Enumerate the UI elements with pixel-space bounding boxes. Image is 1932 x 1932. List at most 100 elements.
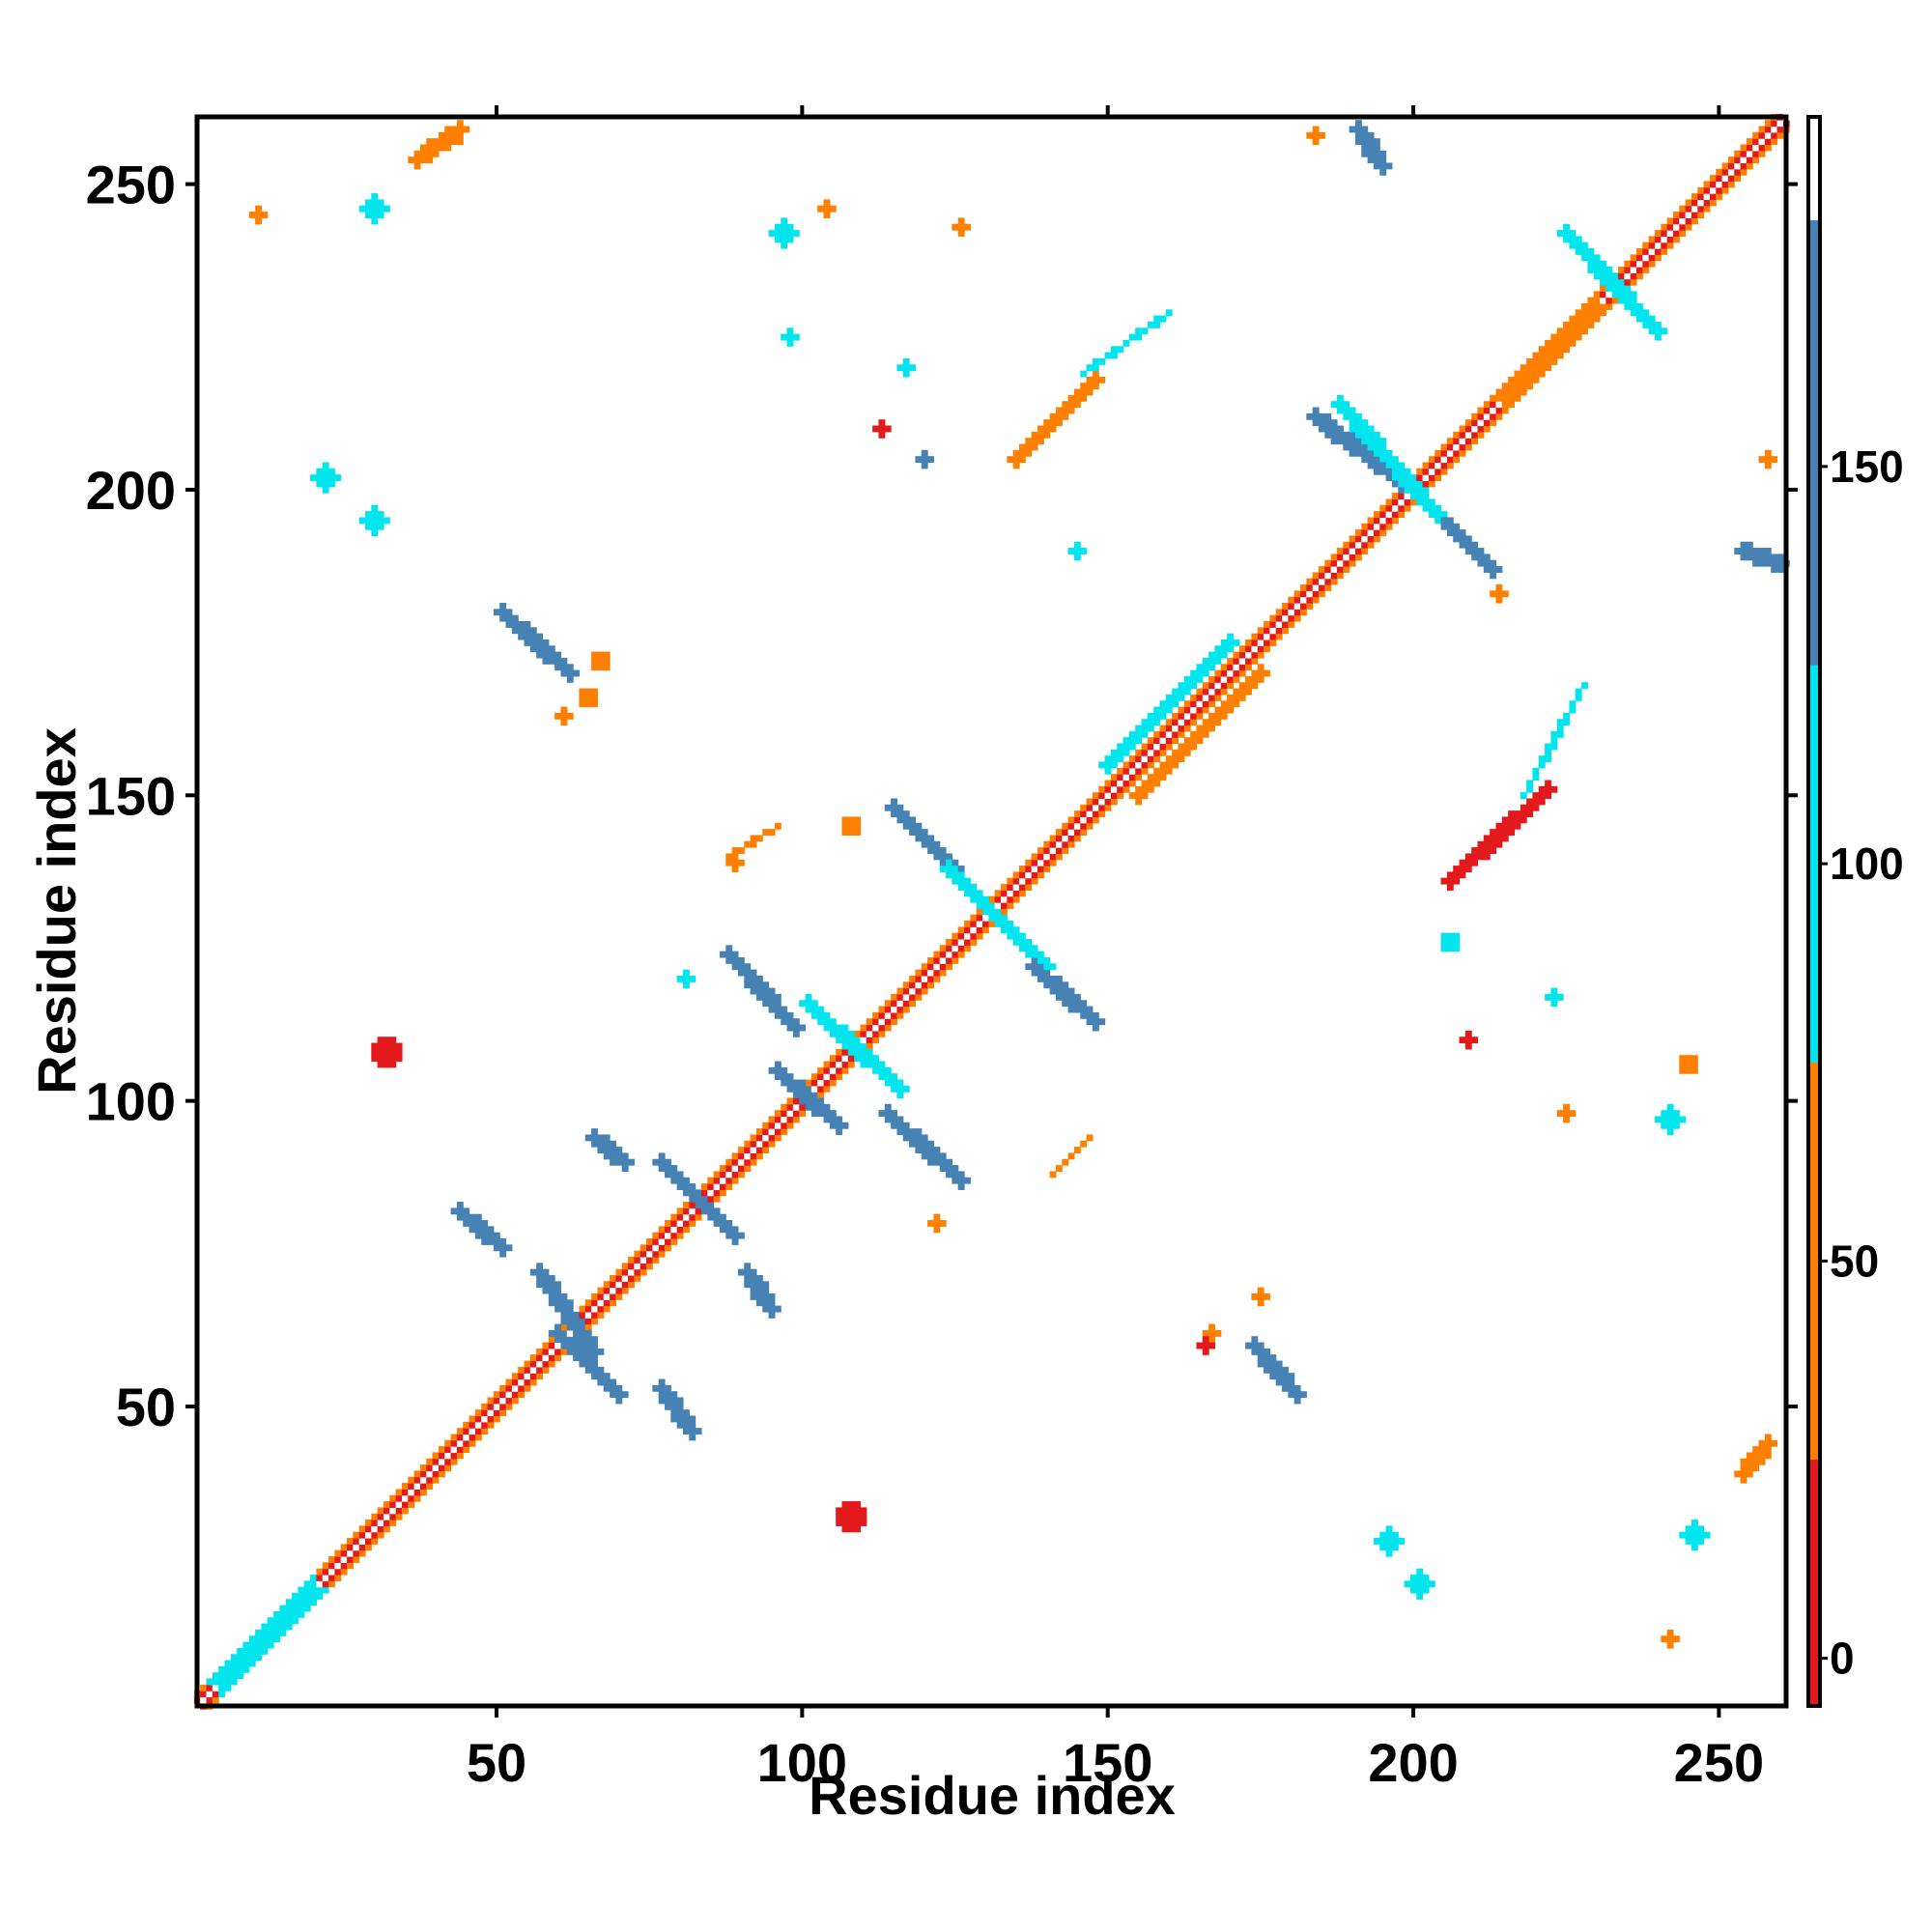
heatmap-cell bbox=[1593, 297, 1601, 304]
heatmap-cell bbox=[419, 144, 427, 152]
heatmap-cell bbox=[1758, 1452, 1766, 1460]
heatmap-cell bbox=[744, 840, 752, 848]
heatmap-cell bbox=[1122, 339, 1130, 347]
heatmap-cell bbox=[1514, 816, 1521, 824]
heatmap-cell bbox=[573, 1342, 581, 1350]
heatmap-cell bbox=[1409, 474, 1417, 482]
heatmap-cell bbox=[1062, 412, 1069, 420]
heatmap-cell bbox=[1446, 438, 1454, 445]
heatmap-cell bbox=[358, 517, 366, 525]
heatmap-cell bbox=[817, 1085, 825, 1093]
heatmap-cell bbox=[933, 1147, 941, 1153]
heatmap-cell bbox=[658, 1397, 666, 1405]
heatmap-cell bbox=[1550, 339, 1558, 347]
heatmap-cell bbox=[964, 877, 971, 885]
heatmap-cell bbox=[891, 1011, 898, 1019]
heatmap-cell bbox=[1141, 743, 1149, 751]
heatmap-cell bbox=[1269, 633, 1277, 640]
heatmap-cell bbox=[505, 609, 513, 616]
heatmap-cell bbox=[218, 1665, 226, 1673]
heatmap-cell bbox=[529, 1366, 537, 1374]
heatmap-cell bbox=[946, 1171, 952, 1179]
heatmap-cell bbox=[1367, 535, 1375, 543]
heatmap-cell bbox=[909, 1128, 916, 1136]
heatmap-cell bbox=[860, 1024, 867, 1032]
heatmap-cell bbox=[847, 1513, 855, 1520]
heatmap-cell bbox=[1404, 1580, 1411, 1588]
heatmap-cell bbox=[1319, 419, 1325, 427]
heatmap-cell bbox=[1001, 895, 1008, 903]
heatmap-cell bbox=[1581, 309, 1588, 317]
heatmap-cell bbox=[1336, 431, 1344, 439]
heatmap-cell bbox=[413, 1489, 421, 1496]
heatmap-cell bbox=[628, 1256, 635, 1264]
heatmap-cell bbox=[1086, 1018, 1094, 1026]
heatmap-cell bbox=[1367, 425, 1375, 433]
heatmap-cell bbox=[970, 926, 978, 934]
heatmap-cell bbox=[1025, 938, 1033, 946]
heatmap-cell bbox=[762, 981, 770, 989]
heatmap-cell bbox=[866, 1061, 873, 1068]
heatmap-cell bbox=[1752, 559, 1760, 567]
heatmap-cell bbox=[909, 1000, 916, 1008]
y-axis-title: Residue index bbox=[26, 727, 87, 1094]
heatmap-cell bbox=[1435, 511, 1442, 518]
heatmap-cell bbox=[1520, 810, 1527, 818]
heatmap-cell bbox=[817, 1011, 825, 1019]
heatmap-cell bbox=[921, 1152, 928, 1160]
heatmap-cell bbox=[1245, 1342, 1252, 1350]
heatmap-cell bbox=[1453, 529, 1461, 536]
heatmap-cell bbox=[1581, 302, 1588, 310]
heatmap-cell bbox=[1581, 248, 1588, 255]
heatmap-cell bbox=[1122, 767, 1130, 775]
heatmap-cell bbox=[884, 804, 892, 811]
heatmap-cell bbox=[646, 1238, 653, 1245]
heatmap-cell bbox=[713, 1171, 721, 1179]
heatmap-cell bbox=[860, 1507, 867, 1515]
heatmap-cell bbox=[933, 956, 941, 964]
heatmap-cell bbox=[1117, 749, 1124, 756]
heatmap-cell bbox=[1190, 682, 1198, 690]
heatmap-cell bbox=[847, 1061, 855, 1068]
heatmap-cell bbox=[792, 1018, 800, 1026]
heatmap-cell bbox=[1611, 272, 1619, 280]
heatmap-cell bbox=[456, 1208, 464, 1215]
heatmap-cell bbox=[781, 1079, 788, 1087]
heatmap-cell bbox=[1153, 743, 1161, 751]
heatmap-cell bbox=[1251, 1336, 1259, 1344]
heatmap-cell bbox=[584, 1354, 592, 1362]
heatmap-cell bbox=[224, 1678, 232, 1686]
heatmap-cell bbox=[1459, 871, 1466, 879]
heatmap-cell bbox=[939, 1220, 947, 1227]
heatmap-cell bbox=[737, 1171, 745, 1179]
heatmap-cell bbox=[518, 627, 526, 635]
heatmap-cell bbox=[242, 1641, 250, 1649]
heatmap-cell bbox=[1049, 847, 1057, 854]
heatmap-cell bbox=[1563, 1116, 1570, 1123]
heatmap-cell bbox=[1214, 675, 1222, 683]
heatmap-cell bbox=[744, 1140, 752, 1148]
heatmap-cell bbox=[1086, 810, 1094, 818]
heatmap-cell bbox=[1153, 737, 1161, 745]
heatmap-cell bbox=[652, 1384, 660, 1392]
heatmap-cell bbox=[1336, 554, 1344, 561]
heatmap-cell bbox=[1490, 407, 1497, 414]
heatmap-cell bbox=[1464, 1042, 1472, 1050]
heatmap-cell bbox=[799, 1085, 807, 1093]
heatmap-cell bbox=[1049, 412, 1057, 420]
heatmap-cell bbox=[1550, 993, 1558, 1001]
heatmap-cell bbox=[1373, 438, 1380, 445]
heatmap-cell bbox=[1464, 443, 1472, 451]
heatmap-cell bbox=[1538, 761, 1546, 769]
heatmap-cell bbox=[1190, 719, 1198, 726]
heatmap-cell bbox=[1312, 138, 1320, 146]
heatmap-cell bbox=[976, 902, 983, 909]
heatmap-cell bbox=[560, 719, 568, 726]
heatmap-cell bbox=[854, 1037, 862, 1044]
heatmap-cell bbox=[1067, 835, 1075, 842]
heatmap-cell bbox=[854, 1501, 862, 1508]
heatmap-cell bbox=[1464, 431, 1472, 439]
heatmap-cell bbox=[408, 1489, 415, 1496]
heatmap-cell bbox=[1196, 694, 1204, 701]
heatmap-cell bbox=[377, 1061, 384, 1068]
